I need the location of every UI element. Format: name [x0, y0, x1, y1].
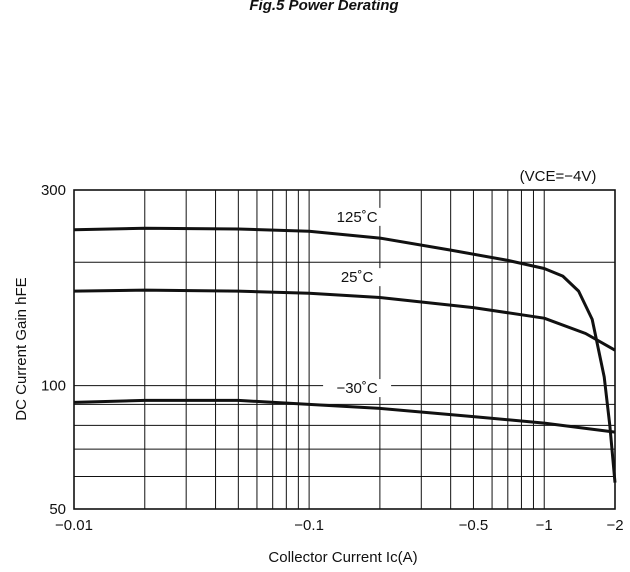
series-label-bg [323, 268, 392, 287]
x-tick-label: −2 [606, 517, 623, 534]
grid [74, 190, 615, 509]
y-tick-label: 50 [49, 501, 66, 518]
series-line [73, 398, 616, 434]
y-tick-label: 300 [41, 182, 66, 199]
series-label: 125˚C [337, 209, 378, 226]
y-tick-label: 100 [41, 378, 66, 395]
x-tick-label: −0.01 [55, 517, 93, 534]
x-tick-labels: −0.01 −0.1 −0.5 −1 −2 [55, 517, 624, 534]
series-labels: 125˚C 25˚C −30˚C [323, 207, 392, 398]
x-tick-label: −0.5 [459, 517, 489, 534]
series-label-bg [323, 379, 392, 398]
condition-label: (VCE=−4V) [520, 168, 597, 185]
y-axis-label: DC Current Gain hFE [13, 277, 30, 420]
series-line [73, 288, 616, 352]
series-label: 25˚C [341, 269, 374, 286]
series-line [73, 226, 617, 483]
series-lines [73, 226, 617, 483]
x-tick-label: −0.1 [294, 517, 324, 534]
series-label: −30˚C [336, 380, 377, 397]
chart-title: Fig.5 Power Derating [249, 0, 398, 14]
x-axis-label: Collector Current Ic(A) [268, 549, 417, 566]
y-tick-labels: 50 100 300 [41, 182, 66, 518]
x-tick-label: −1 [536, 517, 553, 534]
series-label-bg [323, 207, 392, 226]
